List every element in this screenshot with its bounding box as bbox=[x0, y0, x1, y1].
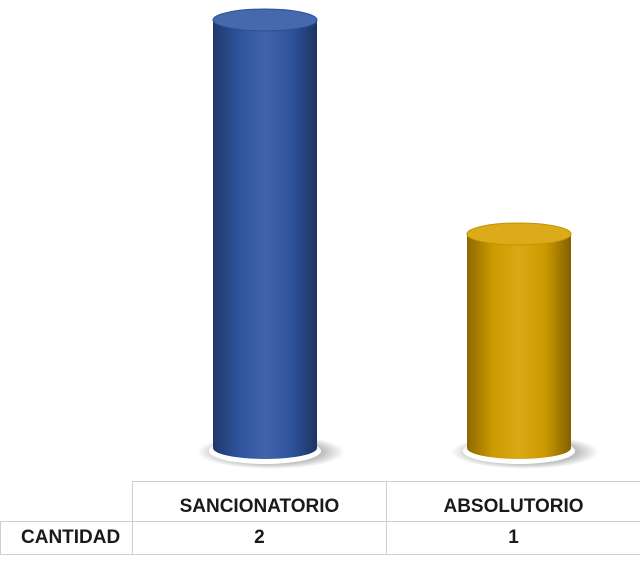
series-label-cantidad: CANTIDAD bbox=[0, 521, 133, 555]
chart bbox=[197, 8, 599, 469]
data-table-header-row: SANCIONATORIO ABSOLUTORIO bbox=[0, 481, 640, 522]
bar-top-sancionatorio bbox=[212, 8, 318, 32]
bar-absolutorio bbox=[451, 222, 599, 469]
bar-body-sancionatorio bbox=[213, 20, 317, 459]
data-table-corner bbox=[0, 481, 133, 522]
bar-top-absolutorio bbox=[466, 222, 572, 246]
value-label-absolutorio: 1 bbox=[386, 521, 640, 555]
category-label-absolutorio: ABSOLUTORIO bbox=[386, 481, 640, 522]
bar-sancionatorio bbox=[197, 8, 345, 469]
category-label-sancionatorio: SANCIONATORIO bbox=[131, 481, 388, 522]
bar-body-absolutorio bbox=[467, 234, 571, 459]
data-table-row-cantidad: CANTIDAD 2 1 bbox=[0, 521, 640, 555]
data-table: SANCIONATORIO ABSOLUTORIO CANTIDAD 2 1 bbox=[0, 481, 640, 555]
value-label-sancionatorio: 2 bbox=[131, 521, 388, 555]
